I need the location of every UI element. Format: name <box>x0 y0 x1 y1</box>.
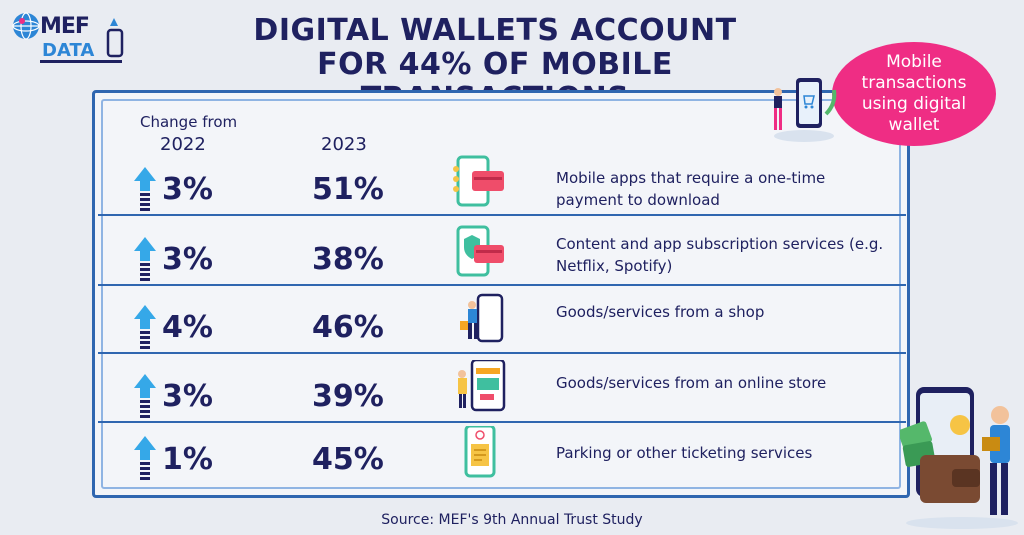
row-description: Goods/services from a shop <box>556 303 765 321</box>
mef-data-logo: MEF DATA <box>10 8 130 68</box>
online-store-icon <box>458 360 506 412</box>
payment-app-icon <box>453 155 504 207</box>
wallet-phone-illustration-icon <box>900 387 1018 529</box>
row-divider <box>98 284 906 286</box>
row-divider <box>98 421 906 423</box>
percentage-value: 45% <box>312 442 384 477</box>
globe-icon <box>12 12 40 40</box>
badge-text: Mobile transactions using digital wallet <box>861 52 967 135</box>
change-value: 1% <box>162 442 213 477</box>
data-row: 3% 38% Content and app subscription serv… <box>0 225 1024 295</box>
data-row: 3% 51% Mobile apps that require a one-ti… <box>0 155 1024 225</box>
up-arrow-icon <box>134 436 156 480</box>
source-note: Source: MEF's 9th Annual Trust Study <box>381 512 643 528</box>
change-value: 3% <box>162 242 213 277</box>
title-line-1: DIGITAL WALLETS ACCOUNT <box>253 13 737 48</box>
ticket-phone-icon <box>464 426 496 478</box>
data-row: 3% 39% Goods/services from an online sto… <box>0 360 1024 432</box>
change-value: 3% <box>162 379 213 414</box>
year-2023-header: 2023 <box>321 134 367 155</box>
row-divider <box>98 214 906 216</box>
logo-subtext: DATA <box>42 40 95 61</box>
panel-inner-border <box>101 99 901 489</box>
up-arrow-icon <box>134 374 156 418</box>
data-row: 1% 45% Parking or other ticketing servic… <box>0 426 1024 500</box>
change-value: 4% <box>162 310 213 345</box>
data-panel <box>92 90 910 498</box>
phone-logo-icon <box>40 18 124 63</box>
change-from-header: Change from <box>140 113 238 131</box>
up-arrow-icon <box>134 305 156 349</box>
up-arrow-icon <box>134 237 156 281</box>
percentage-value: 46% <box>312 310 384 345</box>
row-description: Mobile apps that require a one-time paym… <box>556 169 826 209</box>
row-description: Content and app subscription services (e… <box>556 235 884 275</box>
data-row: 4% 46% Goods/services from a shop <box>0 293 1024 363</box>
percentage-value: 51% <box>312 172 384 207</box>
highlight-badge: Mobile transactions using digital wallet <box>832 42 996 146</box>
percentage-value: 39% <box>312 379 384 414</box>
row-description: Goods/services from an online store <box>556 374 827 392</box>
row-divider <box>98 352 906 354</box>
shopper-phone-icon <box>460 293 504 343</box>
logo-wordmark: MEF <box>40 14 90 39</box>
subscription-shield-icon <box>456 225 504 277</box>
percentage-value: 38% <box>312 242 384 277</box>
shopping-phone-illustration-icon <box>774 78 837 142</box>
up-arrow-icon <box>134 167 156 211</box>
year-2022-header: 2022 <box>160 134 206 155</box>
row-description: Parking or other ticketing services <box>556 444 813 462</box>
change-value: 3% <box>162 172 213 207</box>
